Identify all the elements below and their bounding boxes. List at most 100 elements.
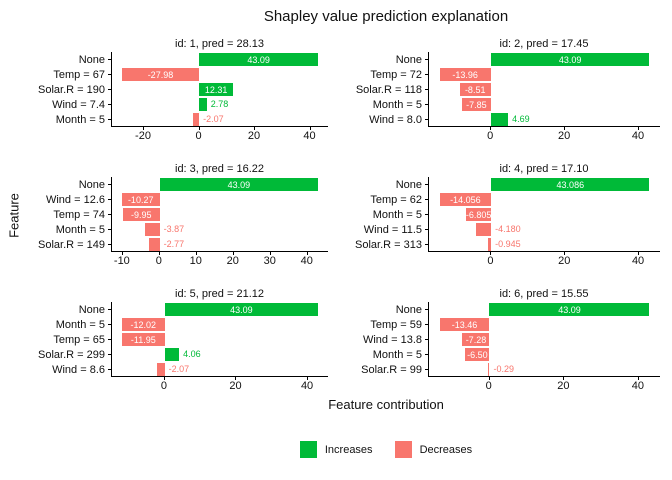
feature-label: None bbox=[395, 178, 422, 191]
feature-label: Month = 5 bbox=[55, 113, 105, 126]
bar-value-label: 2.78 bbox=[210, 99, 229, 109]
bar-value-label: -2.07 bbox=[168, 364, 190, 374]
feature-label: Temp = 67 bbox=[53, 68, 105, 81]
y-tick-mark bbox=[425, 369, 428, 370]
bar: -13.46 bbox=[439, 318, 490, 331]
y-label-row: Temp = 72 bbox=[342, 67, 428, 82]
panel-body: None Month = 5 Temp = 65 Solar.R = 299 Wind … bbox=[25, 302, 328, 377]
y-tick-mark bbox=[108, 89, 111, 90]
x-tick-label: -20 bbox=[135, 130, 151, 142]
y-tick-mark bbox=[425, 244, 428, 245]
y-axis-labels: None Temp = 62 Month = 5 Wind = 11.5 Solar.R… bbox=[342, 177, 428, 252]
bar: -11.95 bbox=[122, 333, 165, 346]
plot-area: 43.09 -27.98 12.31 2.78 -2.07 bbox=[111, 52, 328, 127]
y-tick-mark bbox=[108, 59, 111, 60]
y-label-row: Solar.R = 99 bbox=[342, 362, 428, 377]
bar: -9.95 bbox=[122, 208, 160, 221]
x-axis: 0 20 40 bbox=[428, 377, 660, 395]
bar-value-label: -13.96 bbox=[452, 69, 478, 80]
y-label-row: Month = 5 bbox=[25, 112, 111, 127]
bar-value-label: -6.805 bbox=[465, 209, 492, 220]
x-tick-label: 0 bbox=[485, 380, 492, 392]
feature-label: Wind = 13.8 bbox=[362, 333, 422, 346]
x-tick-label: 40 bbox=[300, 255, 313, 267]
y-label-row: None bbox=[342, 52, 428, 67]
x-tick-mark bbox=[488, 377, 490, 380]
bar bbox=[199, 98, 207, 111]
bar bbox=[475, 223, 492, 236]
y-tick-mark bbox=[425, 324, 428, 325]
chart-title: Shapley value prediction explanation bbox=[263, 8, 509, 25]
x-tick-label: 20 bbox=[226, 255, 239, 267]
bar: -12.02 bbox=[121, 318, 165, 331]
x-tick-mark bbox=[158, 252, 160, 255]
y-label-row: None bbox=[342, 177, 428, 192]
feature-label: Month = 5 bbox=[55, 318, 105, 331]
feature-label: Temp = 72 bbox=[370, 68, 422, 81]
plot-area: 43.09 -10.27 -9.95 -3.87 -2.77 bbox=[111, 177, 328, 252]
bar: 43.09 bbox=[199, 53, 319, 66]
y-tick-mark bbox=[425, 184, 428, 185]
panel-title: id: 5, pred = 21.12 bbox=[175, 288, 264, 300]
y-label-row: Wind = 11.5 bbox=[342, 222, 428, 237]
y-label-row: Month = 5 bbox=[25, 317, 111, 332]
bar: -8.51 bbox=[459, 83, 491, 96]
legend-label: Increases bbox=[324, 443, 373, 456]
bar-value-label: -3.87 bbox=[163, 224, 185, 234]
y-tick-mark bbox=[108, 324, 111, 325]
feature-label: Solar.R = 149 bbox=[38, 238, 105, 251]
panel-1: id: 1, pred = 28.13 None Temp = 67 Solar.R … bbox=[25, 36, 328, 145]
feature-label: Wind = 11.5 bbox=[363, 223, 422, 236]
x-tick-mark bbox=[235, 377, 237, 380]
y-label-row: Temp = 62 bbox=[342, 192, 428, 207]
feature-label: Month = 5 bbox=[372, 208, 422, 221]
bar bbox=[193, 113, 200, 126]
bar-value-label: 43.09 bbox=[230, 304, 253, 315]
bar-value-label: 4.69 bbox=[512, 114, 530, 124]
bar bbox=[487, 238, 492, 251]
x-tick-mark bbox=[163, 377, 165, 380]
y-tick-mark bbox=[425, 229, 428, 230]
feature-label: None bbox=[78, 178, 105, 191]
x-axis: 0 20 40 bbox=[428, 127, 660, 145]
y-tick-mark bbox=[108, 339, 111, 340]
feature-label: Wind = 8.6 bbox=[52, 363, 105, 376]
y-label-row: Solar.R = 118 bbox=[342, 82, 428, 97]
y-tick-mark bbox=[108, 119, 111, 120]
panel-title: id: 3, pred = 16.22 bbox=[175, 163, 264, 175]
feature-label: Month = 5 bbox=[372, 98, 422, 111]
legend-item-decreases: Decreases bbox=[394, 441, 472, 458]
y-label-row: Wind = 7.4 bbox=[25, 97, 111, 112]
x-tick-label: 40 bbox=[303, 130, 316, 142]
x-tick-label: 0 bbox=[487, 130, 494, 142]
y-tick-mark bbox=[425, 199, 428, 200]
bar-value-label: -0.29 bbox=[493, 364, 514, 374]
bar-value-label: -27.98 bbox=[147, 69, 174, 80]
plot-area: 43.09 -13.96 -8.51 -7.85 4.69 bbox=[428, 52, 660, 127]
bar: 43.09 bbox=[489, 303, 650, 316]
feature-label: Solar.R = 190 bbox=[38, 83, 105, 96]
feature-label: Temp = 74 bbox=[53, 208, 105, 221]
plot-area: 43.09 -13.46 -7.28 -6.50 -0.29 bbox=[428, 302, 660, 377]
bar-value-label: 43.09 bbox=[247, 54, 270, 65]
x-tick-label: 40 bbox=[631, 380, 645, 392]
y-tick-mark bbox=[108, 354, 111, 355]
x-tick-label: 40 bbox=[631, 130, 645, 142]
feature-label: None bbox=[78, 303, 105, 316]
y-tick-mark bbox=[108, 199, 111, 200]
bar-value-label: 43.09 bbox=[558, 54, 582, 65]
feature-label: Temp = 59 bbox=[370, 318, 422, 331]
panel-body: None Temp = 67 Solar.R = 190 Wind = 7.4 Mont… bbox=[25, 52, 328, 127]
bar-value-label: -2.77 bbox=[163, 239, 185, 249]
y-axis-labels: None Temp = 72 Solar.R = 118 Month = 5 Wind … bbox=[342, 52, 428, 127]
legend: Increases Decreases bbox=[0, 441, 672, 458]
y-label-row: None bbox=[25, 302, 111, 317]
y-axis-labels: None Temp = 59 Wind = 13.8 Month = 5 Solar.R… bbox=[342, 302, 428, 377]
feature-label: Wind = 12.6 bbox=[45, 193, 105, 206]
x-tick-mark bbox=[564, 252, 566, 255]
bar: -7.28 bbox=[462, 333, 490, 346]
x-tick-label: -10 bbox=[113, 255, 130, 267]
y-label-row: Temp = 67 bbox=[25, 67, 111, 82]
bar-value-label: -11.95 bbox=[130, 334, 156, 345]
